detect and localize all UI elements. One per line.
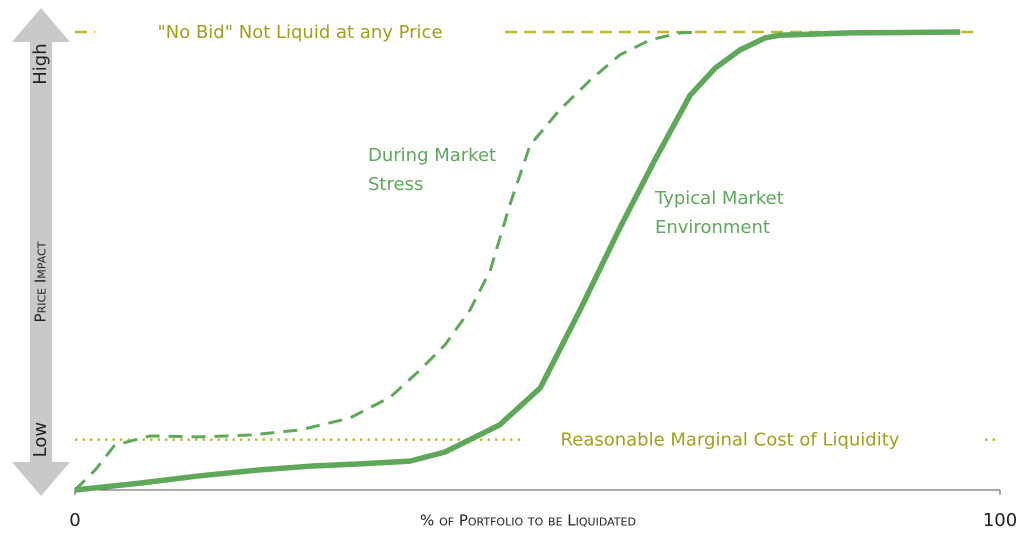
- x-axis-label: % of Portfolio to be Liquidated: [420, 512, 636, 530]
- series-line: [74, 29, 961, 493]
- x-tick-label: 100: [983, 510, 1017, 531]
- annotation: Stress: [368, 174, 423, 195]
- y-tick-label: High: [30, 43, 51, 84]
- annotation: Typical Market: [654, 188, 784, 209]
- y-arrow: [12, 8, 70, 496]
- series-line: [73, 30, 701, 492]
- reference-label: Reasonable Marginal Cost of Liquidity: [561, 430, 900, 451]
- reference-label: "No Bid" Not Liquid at any Price: [157, 22, 442, 43]
- annotation: During Market: [368, 145, 496, 166]
- annotation: Environment: [655, 217, 770, 238]
- y-tick-label: Low: [30, 422, 51, 457]
- x-tick-label: 0: [69, 510, 80, 531]
- y-axis-label: Price Impact: [32, 241, 50, 322]
